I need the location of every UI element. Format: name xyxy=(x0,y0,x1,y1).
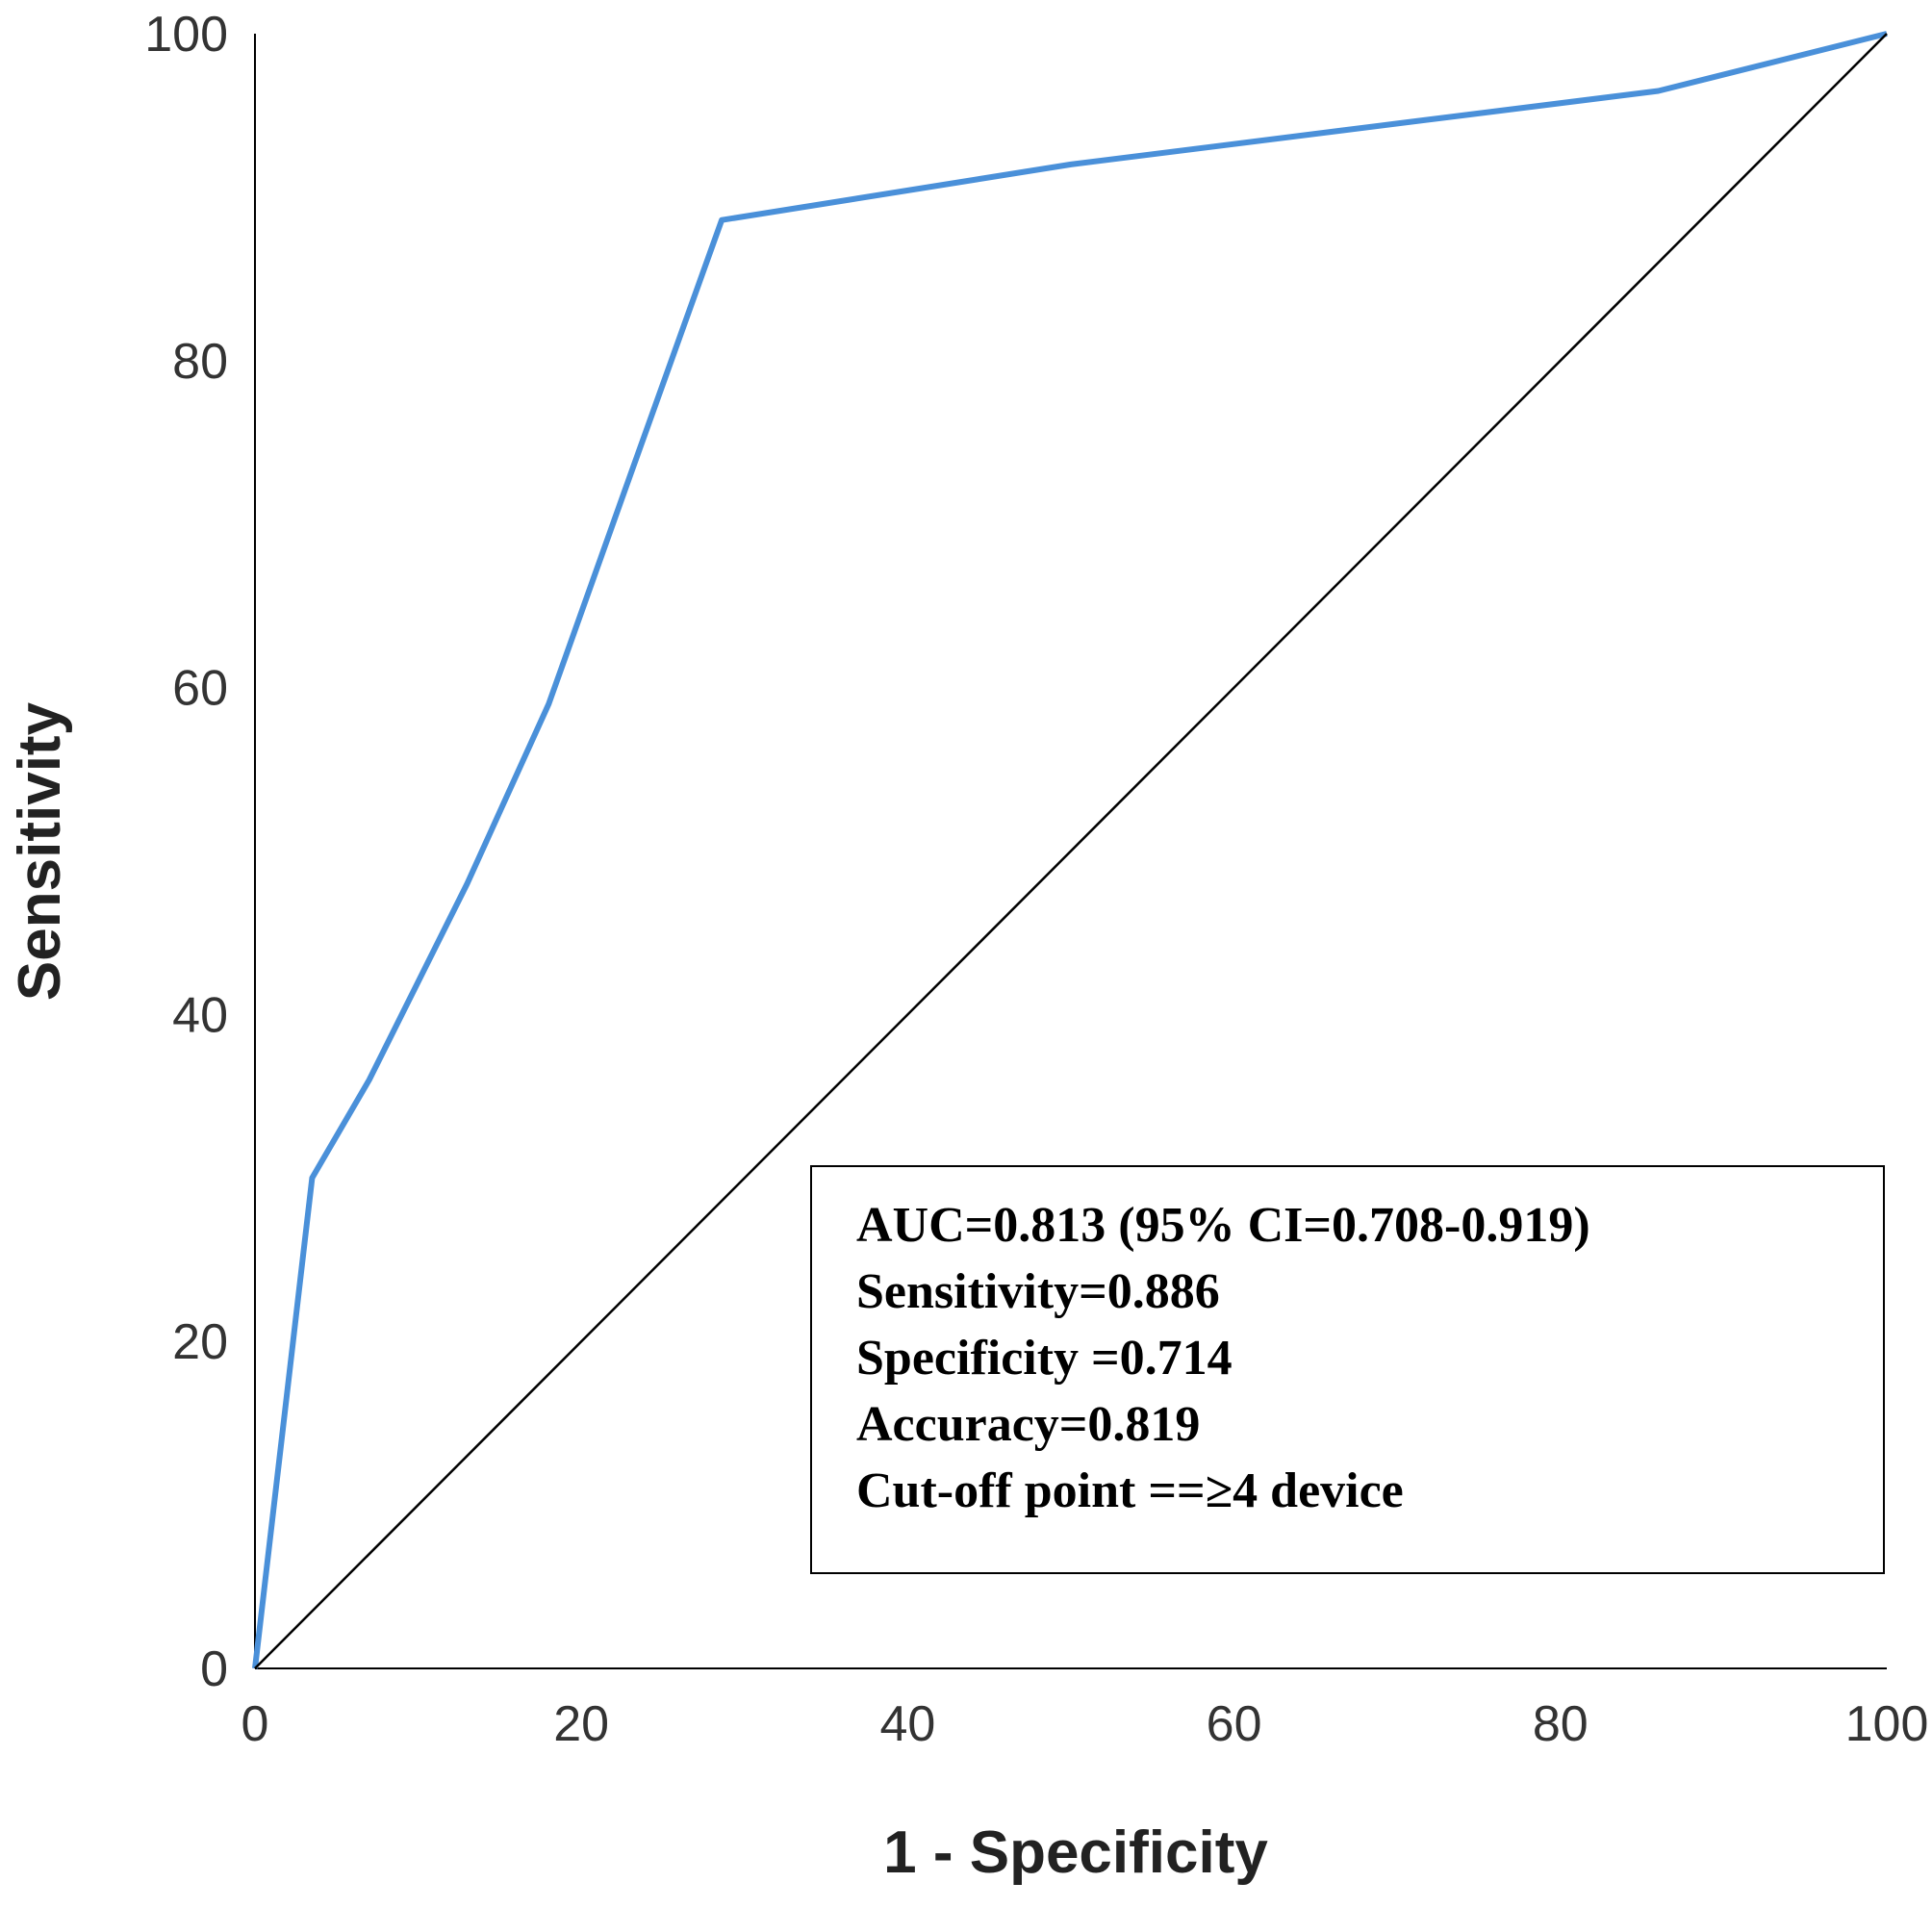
stats-box-border xyxy=(810,1165,1885,1574)
auc-text: AUC=0.813 (95% CI=0.708-0.919) xyxy=(856,1198,1590,1253)
y-tick-label-4: 80 xyxy=(172,334,228,390)
x-tick-labels: 0 20 40 60 80 100 xyxy=(242,1696,1929,1752)
x-tick-label-5: 100 xyxy=(1845,1696,1929,1752)
x-tick-label-3: 60 xyxy=(1207,1696,1262,1752)
roc-curve xyxy=(252,31,1888,1669)
x-tick-label-1: 20 xyxy=(553,1696,609,1752)
stats-box: AUC=0.813 (95% CI=0.708-0.919) Sensitivi… xyxy=(810,1165,1885,1574)
y-tick-label-2: 40 xyxy=(172,987,228,1043)
y-tick-label-1: 20 xyxy=(172,1314,228,1370)
series-group xyxy=(252,31,1888,1669)
x-tick-label-2: 40 xyxy=(879,1696,935,1752)
y-axis-title: Sensitivity xyxy=(7,701,73,1001)
accuracy-text: Accuracy=0.819 xyxy=(856,1397,1200,1452)
sensitivity-text: Sensitivity=0.886 xyxy=(856,1264,1220,1319)
y-tick-label-5: 100 xyxy=(144,7,228,63)
y-tick-label-0: 0 xyxy=(200,1641,228,1697)
x-tick-label-0: 0 xyxy=(242,1696,269,1752)
cutoff-text: Cut-off point ==≥4 device xyxy=(856,1463,1404,1518)
reference-diagonal-line xyxy=(254,33,1888,1669)
y-tick-labels: 0 20 40 60 80 100 xyxy=(144,7,228,1697)
y-tick-label-3: 60 xyxy=(172,661,228,717)
specificity-text: Specificity =0.714 xyxy=(856,1331,1233,1386)
x-tick-label-4: 80 xyxy=(1533,1696,1589,1752)
x-axis-title: 1 - Specificity xyxy=(883,1819,1268,1886)
